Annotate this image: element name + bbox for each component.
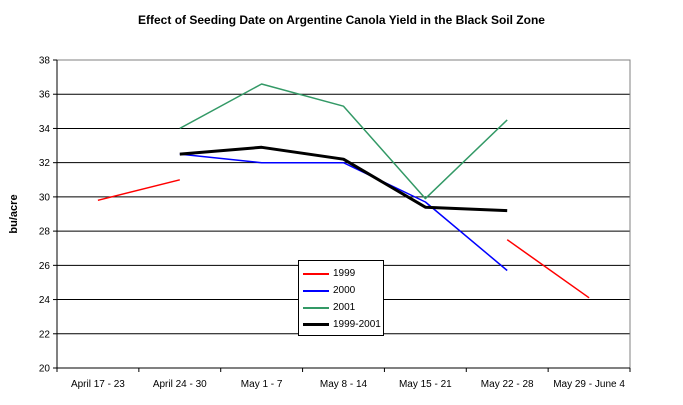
legend-label: 1999-2001 — [333, 319, 381, 330]
legend-label: 2001 — [333, 302, 356, 313]
x-tick-label: May 29 - June 4 — [553, 379, 625, 390]
legend: 1999 2000 2001 1999-2001 — [298, 260, 384, 336]
y-tick-label: 32 — [39, 158, 51, 169]
legend-label: 2000 — [333, 285, 356, 296]
series-lines — [97, 83, 590, 299]
y-tick-label: 38 — [39, 56, 51, 67]
y-tick-label: 22 — [39, 329, 51, 340]
legend-item: 2001 — [303, 299, 383, 316]
legend-label: 1999 — [333, 268, 356, 279]
series-line-1999 — [97, 179, 180, 202]
legend-swatch — [303, 323, 329, 326]
y-tick-label: 34 — [39, 124, 51, 135]
y-tick-label: 30 — [39, 192, 51, 203]
y-tick-label: 36 — [39, 90, 51, 101]
legend-item: 1999-2001 — [303, 316, 383, 333]
x-tick-label: May 8 - 14 — [320, 379, 368, 390]
axes: 20 22 24 26 28 30 32 34 36 38 April 17 - 23 April 2… — [39, 56, 631, 390]
legend-item: 1999 — [303, 265, 383, 282]
legend-swatch — [303, 306, 329, 309]
series-line-1999-2001 — [179, 145, 508, 213]
legend-item: 2000 — [303, 282, 383, 299]
series-line-2001 — [179, 83, 508, 200]
y-tick-label: 26 — [39, 261, 51, 272]
legend-swatch — [303, 272, 329, 275]
chart-title: Effect of Seeding Date on Argentine Cano… — [138, 13, 545, 27]
x-tick-label: May 22 - 28 — [481, 379, 534, 390]
y-axis-label: bu/acre — [8, 194, 20, 233]
y-tick-label: 20 — [39, 364, 51, 375]
series-line-1999 — [506, 239, 590, 299]
y-tick-label: 28 — [39, 227, 51, 238]
x-tick-label: May 1 - 7 — [241, 379, 283, 390]
x-tick-label: April 24 - 30 — [153, 379, 207, 390]
y-tick-label: 24 — [39, 295, 51, 306]
x-tick-label: May 15 - 21 — [399, 379, 452, 390]
legend-swatch — [303, 289, 329, 292]
series-line-2000 — [179, 153, 508, 272]
x-tick-label: April 17 - 23 — [71, 379, 125, 390]
